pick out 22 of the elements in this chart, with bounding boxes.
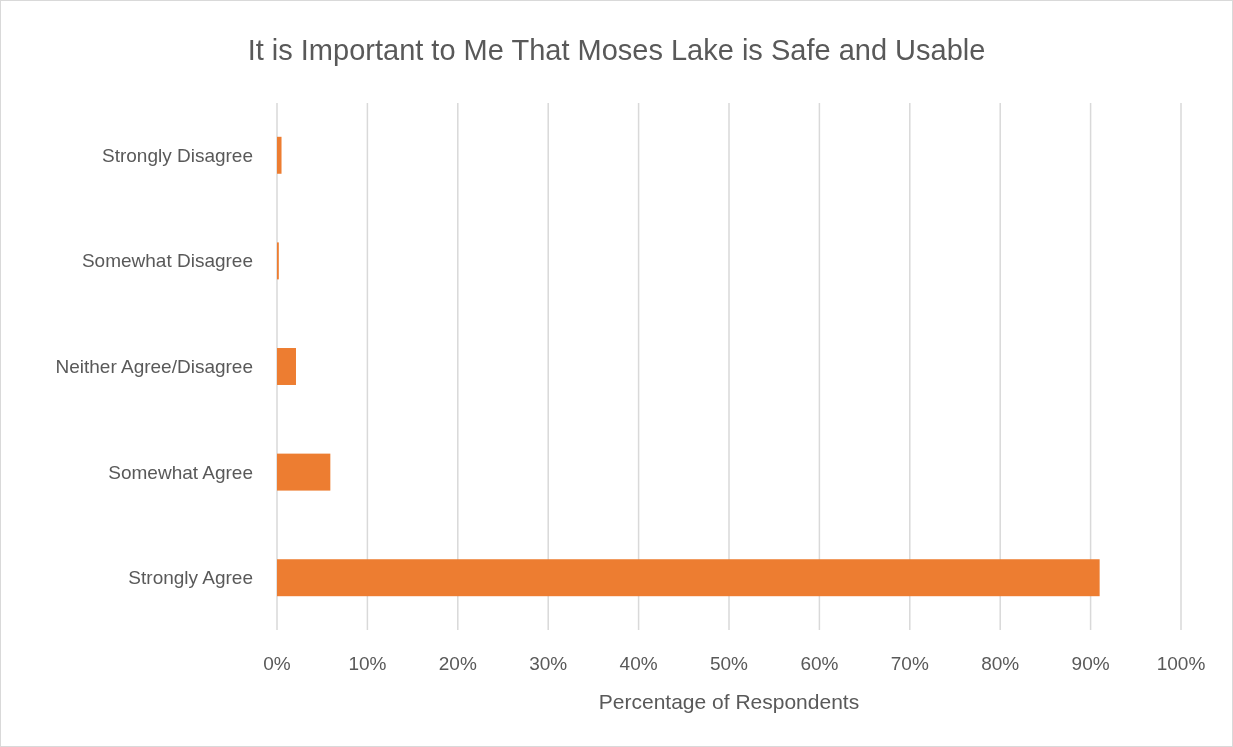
bar bbox=[277, 136, 282, 174]
x-tick-label: 90% bbox=[1071, 653, 1110, 674]
x-tick-label: 30% bbox=[529, 653, 568, 674]
x-axis-title: Percentage of Respondents bbox=[598, 690, 860, 713]
x-tick-label: 50% bbox=[709, 653, 749, 674]
y-tick-label: Neither Agree/Disagree bbox=[55, 356, 253, 377]
y-tick-label: Strongly Disagree bbox=[101, 144, 253, 166]
x-tick-label: 20% bbox=[438, 653, 477, 674]
chart-title: It is Important to Me That Moses Lake is Safe and Usable bbox=[247, 34, 986, 66]
x-tick-label: 40% bbox=[619, 653, 658, 674]
bar bbox=[277, 559, 1100, 597]
bar bbox=[277, 348, 296, 385]
x-tick-label: 60% bbox=[800, 653, 839, 674]
y-tick-label: Somewhat Agree bbox=[108, 461, 253, 483]
x-tick-label: 80% bbox=[981, 653, 1020, 674]
y-tick-label: Strongly Agree bbox=[128, 567, 253, 589]
bar bbox=[277, 453, 331, 491]
x-tick-label: 10% bbox=[348, 653, 387, 674]
y-tick-label: Somewhat Disagree bbox=[81, 250, 253, 272]
x-tick-label: 100% bbox=[1156, 653, 1206, 674]
x-tick-label: 0% bbox=[263, 653, 291, 674]
x-tick-label: 70% bbox=[890, 653, 929, 674]
